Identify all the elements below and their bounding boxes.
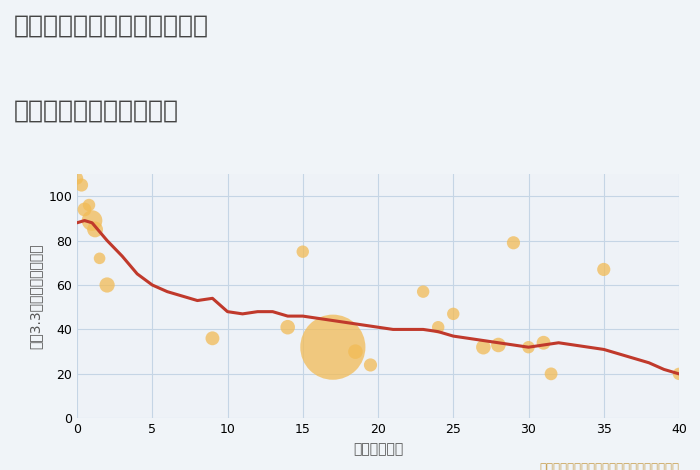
Point (90, 226, 101, 233)
Point (523, 344, 534, 351)
Point (477, 344, 489, 351)
Point (365, 361, 376, 369)
Point (87, 217, 98, 224)
Point (207, 335, 218, 342)
Point (94, 255, 105, 262)
Text: 築年数別中古戸建て価格: 築年数別中古戸建て価格 (14, 99, 179, 123)
Point (545, 370, 557, 377)
Point (79, 206, 90, 213)
Point (71, 174, 83, 182)
Point (282, 323, 293, 331)
Point (297, 248, 308, 255)
Point (83, 201, 94, 209)
Point (508, 239, 519, 247)
Point (673, 370, 685, 377)
X-axis label: 築年数（年）: 築年数（年） (353, 442, 403, 456)
Text: 三重県桑名市長島町上坂手の: 三重県桑名市長島町上坂手の (14, 14, 209, 38)
Text: 円の大きさは、取引のあった物件面積を示す: 円の大きさは、取引のあった物件面積を示す (539, 462, 679, 470)
Point (102, 281, 113, 289)
Point (598, 266, 609, 273)
Point (448, 310, 459, 318)
Point (417, 288, 428, 296)
Y-axis label: 坪（3.3㎡）単価（万円）: 坪（3.3㎡）単価（万円） (29, 243, 43, 349)
Point (76, 181, 87, 189)
Point (538, 339, 549, 346)
Point (350, 348, 361, 355)
Point (433, 323, 444, 331)
Point (493, 341, 504, 349)
Point (328, 344, 339, 351)
